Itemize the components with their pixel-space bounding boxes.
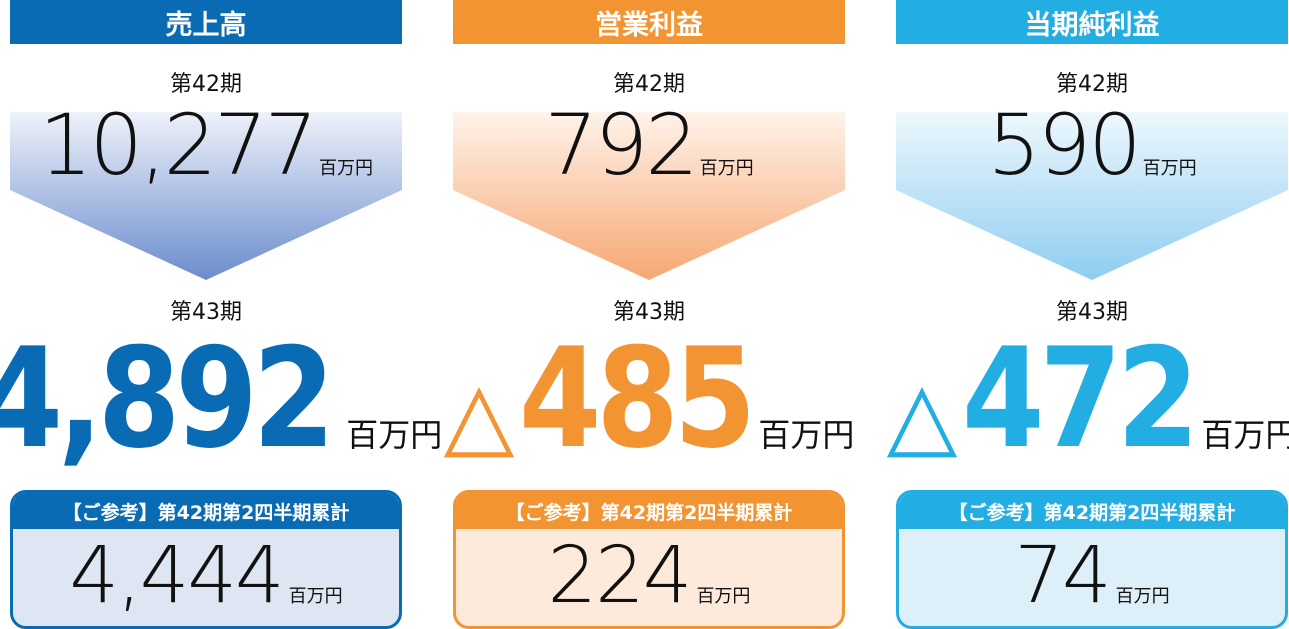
curr-value: 4,892	[0, 318, 335, 479]
curr-label: 第43期	[613, 300, 685, 325]
arrow	[453, 112, 845, 280]
panel-title: 売上高	[10, 0, 402, 44]
prev-row: 590 百万円	[876, 96, 1289, 194]
panel: 売上高 第42期 10,277 百万円 第43期 4,892 百万円 【ご参考】第42期第2四…	[0, 0, 442, 629]
reference-row: 4,444 百万円	[13, 531, 399, 621]
prev-unit: 百万円	[1142, 158, 1197, 179]
prev-value: 792	[544, 96, 698, 194]
panel-title: 当期純利益	[896, 0, 1288, 44]
reference-title: 【ご参考】第42期第2四半期累計	[13, 493, 399, 529]
curr-unit: 百万円	[758, 416, 855, 454]
curr-label: 第43期	[1056, 300, 1128, 325]
arrow-shape	[10, 112, 402, 280]
curr-row: 4,892 百万円	[0, 318, 442, 479]
reference-value: 74	[1014, 531, 1111, 621]
arrow	[896, 112, 1288, 280]
reference-unit: 百万円	[288, 586, 343, 607]
reference-value: 4,444	[69, 531, 284, 621]
prev-label: 第42期	[1056, 72, 1128, 97]
prev-row: 10,277 百万円	[0, 96, 422, 194]
reference-box: 【ご参考】第42期第2四半期累計 74 百万円	[896, 490, 1288, 629]
curr-value: 485	[519, 318, 756, 479]
negative-mark: △	[886, 361, 958, 468]
curr-label: 第43期	[170, 300, 242, 325]
prev-unit: 百万円	[699, 158, 754, 179]
reference-box: 【ご参考】第42期第2四半期累計 224 百万円	[453, 490, 845, 629]
curr-row: △ 472 百万円	[876, 318, 1289, 479]
arrow-shape	[896, 112, 1288, 280]
negative-mark: △	[443, 361, 515, 468]
reference-row: 224 百万円	[456, 531, 842, 621]
prev-value: 590	[987, 96, 1141, 194]
curr-unit: 百万円	[346, 416, 443, 454]
curr-value: 472	[962, 318, 1199, 479]
curr-row: △ 485 百万円	[433, 318, 865, 479]
prev-label: 第42期	[613, 72, 685, 97]
reference-value: 224	[547, 531, 693, 621]
reference-title: 【ご参考】第42期第2四半期累計	[899, 493, 1285, 529]
reference-title: 【ご参考】第42期第2四半期累計	[456, 493, 842, 529]
prev-value: 10,277	[39, 96, 318, 194]
reference-unit: 百万円	[1115, 586, 1170, 607]
reference-box: 【ご参考】第42期第2四半期累計 4,444 百万円	[10, 490, 402, 629]
reference-row: 74 百万円	[899, 531, 1285, 621]
panel: 当期純利益 第42期 590 百万円 第43期 △ 472 百万円 【ご参考】第42期第2四半期…	[887, 0, 1289, 629]
prev-unit: 百万円	[318, 158, 373, 179]
panel: 営業利益 第42期 792 百万円 第43期 △ 485 百万円 【ご参考】第42期第2四半期累…	[444, 0, 854, 629]
arrow-shape	[453, 112, 845, 280]
panel-title: 営業利益	[453, 0, 845, 44]
arrow	[10, 112, 402, 280]
curr-unit: 百万円	[1201, 416, 1289, 454]
prev-label: 第42期	[170, 72, 242, 97]
prev-row: 792 百万円	[433, 96, 865, 194]
reference-unit: 百万円	[696, 586, 751, 607]
